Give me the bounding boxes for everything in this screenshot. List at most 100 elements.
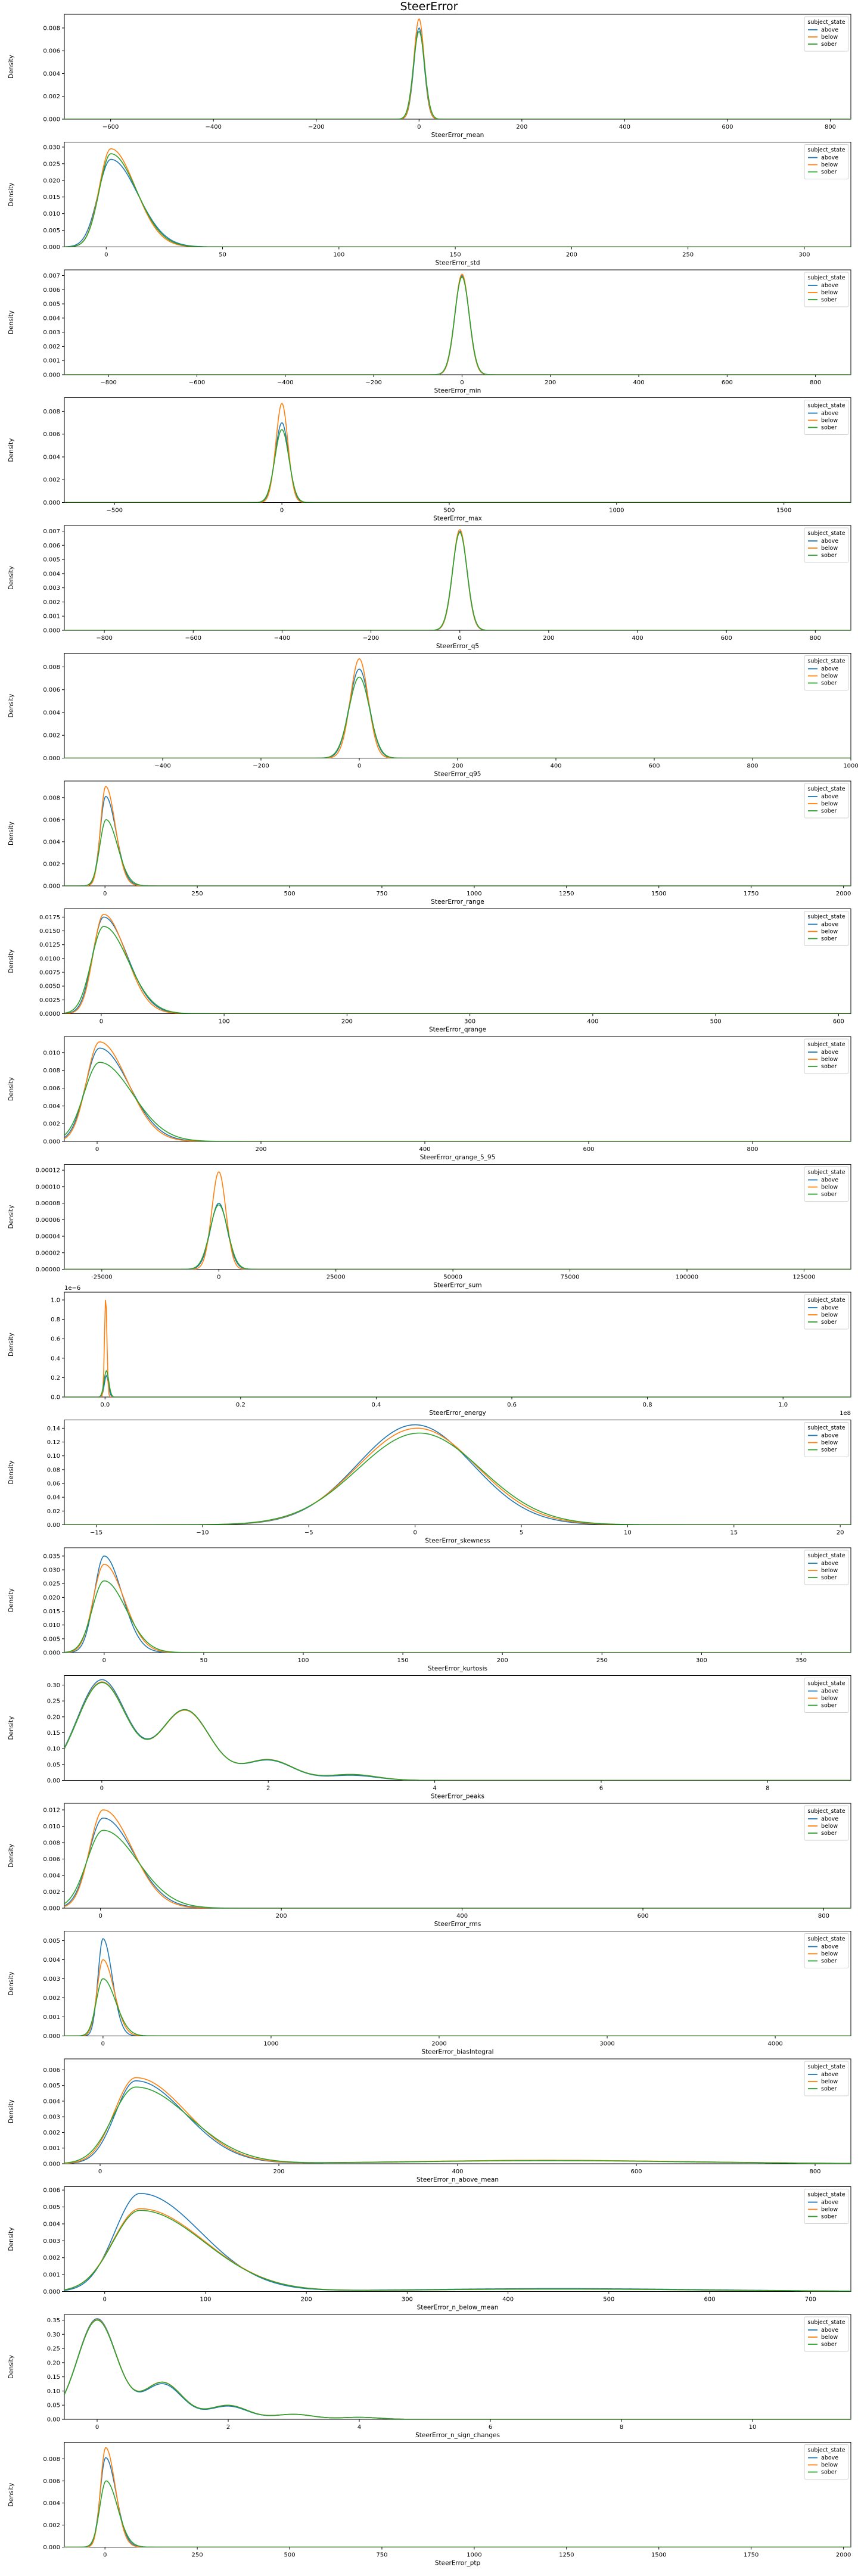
figure-title: SteerError bbox=[400, 0, 458, 13]
y-tick-label: 0.015 bbox=[43, 194, 60, 201]
x-tick-label: 50000 bbox=[443, 1274, 462, 1281]
x-tick-label: 300 bbox=[464, 1019, 475, 1025]
legend-label-sober: sober bbox=[821, 1447, 837, 1454]
y-tick-label: 0.4 bbox=[51, 1355, 60, 1362]
x-tick-label: −5 bbox=[304, 1530, 313, 1536]
x-tick-label: 350 bbox=[795, 1657, 807, 1664]
x-tick-label: 1750 bbox=[744, 2552, 758, 2559]
x-axis-label: SteerError_qrange_5_95 bbox=[420, 1154, 496, 1161]
x-tick-label: 50 bbox=[219, 252, 226, 259]
y-tick-label: 0.030 bbox=[43, 144, 60, 151]
subplot-SteerError_rms: 0.000 0.002 0.004 0.006 0.008 0.010 0.012 0 200 4… bbox=[8, 1803, 851, 1928]
x-tick-label: 600 bbox=[630, 2169, 642, 2175]
legend-box bbox=[804, 272, 849, 307]
x-tick-label: 0.6 bbox=[507, 1402, 517, 1408]
y-tick-label: 0.004 bbox=[43, 1873, 60, 1880]
subplot-SteerError_ptp: 0.000 0.002 0.004 0.006 0.008 0 250 500 750 1000 1… bbox=[8, 2442, 851, 2567]
x-tick-label: −200 bbox=[365, 379, 381, 386]
x-tick-label: 200 bbox=[516, 124, 527, 130]
axes-frame bbox=[64, 2314, 851, 2420]
y-tick-label: 0.8 bbox=[51, 1317, 60, 1323]
y-tick-label: 0.003 bbox=[43, 2114, 60, 2121]
legend-label-below: below bbox=[821, 1184, 838, 1191]
y-tick-label: 0.08 bbox=[47, 1467, 60, 1473]
y-tick-label: 0.008 bbox=[43, 409, 60, 415]
legend-label-sober: sober bbox=[821, 2469, 837, 2476]
x-tick-label: 0 bbox=[413, 1530, 416, 1536]
legend-label-below: below bbox=[821, 801, 838, 807]
legend-box bbox=[804, 2316, 849, 2352]
y-tick-label: 0.006 bbox=[43, 1856, 60, 1863]
legend-label-below: below bbox=[821, 1312, 838, 1318]
series-line-below bbox=[64, 1809, 851, 1908]
series-line-sober bbox=[64, 2210, 851, 2292]
x-tick-label: 1000 bbox=[263, 2041, 278, 2048]
y-tick-label: 0.000 bbox=[43, 1650, 60, 1657]
axes-frame bbox=[64, 1547, 851, 1653]
x-tick-label: 15 bbox=[730, 1530, 738, 1536]
legend-label-above: above bbox=[821, 2199, 838, 2206]
x-tick-label: 400 bbox=[633, 379, 644, 386]
legend-label-below: below bbox=[821, 1567, 838, 1574]
y-tick-label: 0.00006 bbox=[36, 1217, 60, 1224]
axes-frame bbox=[64, 1420, 851, 1525]
x-tick-label: 0 bbox=[98, 2169, 102, 2175]
x-tick-label: 2 bbox=[226, 2424, 230, 2431]
series-line-sober bbox=[64, 276, 851, 375]
legend-label-sober: sober bbox=[821, 1319, 837, 1326]
x-tick-label: 0 bbox=[103, 2297, 107, 2303]
legend-label-below: below bbox=[821, 1695, 838, 1702]
y-tick-label: 0.10 bbox=[47, 1453, 60, 1460]
y-tick-label: 0.05 bbox=[47, 2403, 60, 2409]
legend-label-below: below bbox=[821, 545, 838, 552]
legend-title: subject_state bbox=[807, 786, 845, 792]
x-tick-label: 1.0 bbox=[778, 1402, 788, 1408]
x-tick-label: 8 bbox=[620, 2424, 623, 2431]
y-tick-label: 0.001 bbox=[43, 614, 60, 620]
axes-frame bbox=[64, 780, 851, 886]
legend-label-sober: sober bbox=[821, 1958, 837, 1965]
y-tick-label: 0.006 bbox=[43, 2478, 60, 2485]
x-tick-label: 6 bbox=[599, 1785, 603, 1792]
x-axis-label: SteerError_mean bbox=[431, 132, 484, 139]
legend-box bbox=[804, 1166, 849, 1202]
x-tick-label: −400 bbox=[277, 379, 293, 386]
y-axis-label: Density bbox=[8, 1844, 15, 1868]
y-tick-label: 0.005 bbox=[43, 2204, 60, 2211]
x-tick-label: 800 bbox=[747, 1146, 758, 1153]
legend-title: subject_state bbox=[807, 1808, 845, 1815]
legend-label-sober: sober bbox=[821, 1063, 837, 1070]
axes-frame bbox=[64, 14, 851, 120]
x-tick-label: 4 bbox=[358, 2424, 361, 2431]
series-line-sober bbox=[64, 2319, 851, 2419]
subplot-SteerError_qrange: 0.0000 0.0025 0.0050 0.0075 0.0100 0.0125 0.01… bbox=[8, 909, 851, 1034]
y-tick-label: 0.000 bbox=[43, 1139, 60, 1146]
legend-label-sober: sober bbox=[821, 680, 837, 687]
y-tick-label: 0.000 bbox=[43, 117, 60, 123]
x-axis-label: SteerError_energy bbox=[429, 1410, 486, 1417]
y-tick-label: 1.0 bbox=[51, 1298, 60, 1304]
y-tick-label: 0.015 bbox=[43, 1609, 60, 1615]
y-tick-label: 0.15 bbox=[47, 1730, 60, 1737]
y-axis-label: Density bbox=[8, 1716, 15, 1740]
y-tick-label: 0.000 bbox=[43, 372, 60, 379]
legend-title: subject_state bbox=[807, 1425, 845, 1432]
x-axis-label: SteerError_q5 bbox=[436, 643, 479, 650]
axes-frame bbox=[64, 1803, 851, 1909]
y-tick-label: 0.0000 bbox=[39, 1011, 60, 1018]
x-tick-label: 0.4 bbox=[371, 1402, 381, 1408]
x-tick-label: 400 bbox=[419, 1146, 430, 1153]
x-tick-label: 250 bbox=[596, 1657, 608, 1664]
legend-box bbox=[804, 1805, 849, 1841]
x-tick-label: 800 bbox=[810, 635, 821, 642]
y-tick-label: 0.00000 bbox=[36, 1267, 60, 1273]
y-tick-label: 0.002 bbox=[43, 2255, 60, 2261]
subplot-SteerError_energy: 0.0 0.2 0.4 0.6 0.8 1.0 0.0 0.2 0.4 0.6 0.8 1.0 1e−6… bbox=[8, 1285, 851, 1417]
y-tick-label: 0.00 bbox=[47, 2417, 60, 2423]
y-tick-label: 0.000 bbox=[43, 1906, 60, 1912]
y-tick-label: 0.004 bbox=[43, 315, 60, 322]
x-tick-label: 0 bbox=[103, 891, 107, 897]
